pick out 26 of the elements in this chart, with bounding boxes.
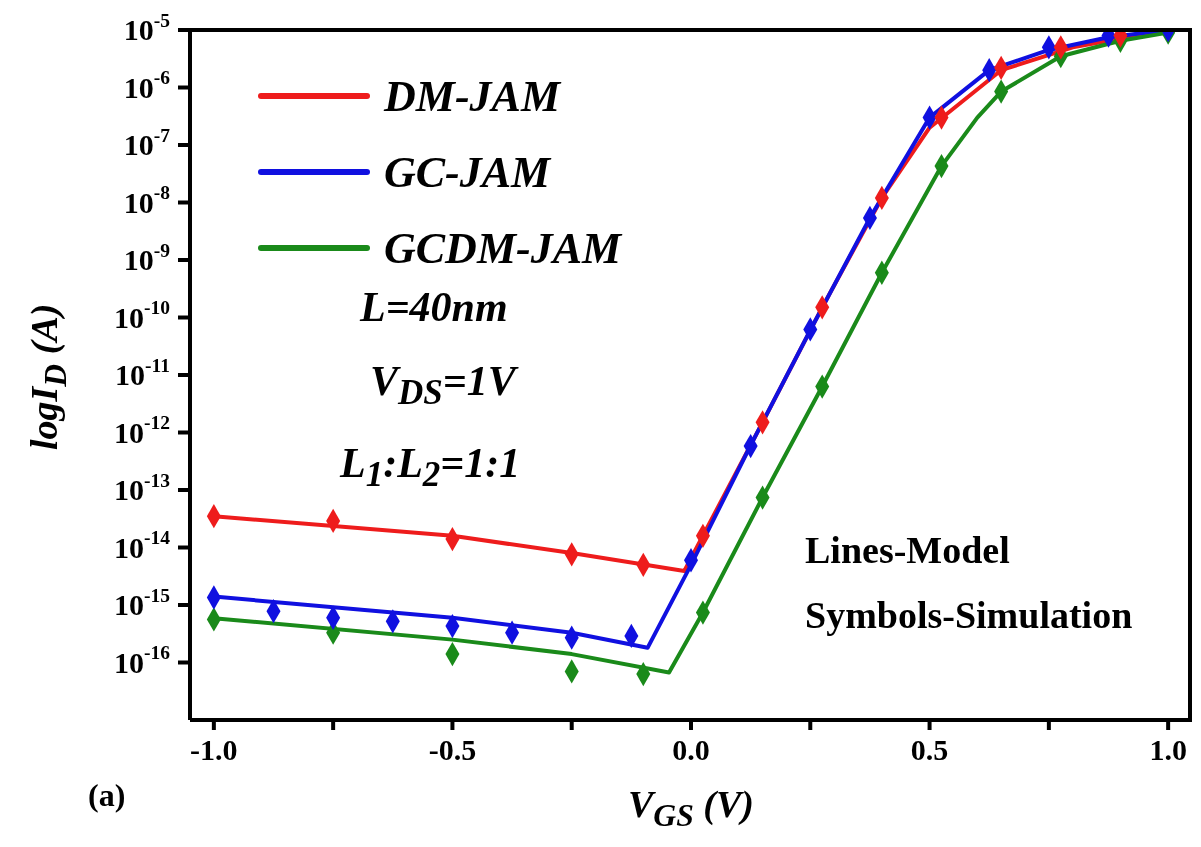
y-tick-label: 10$^{-7}$ <box>123 124 171 161</box>
y-tick-label: 10$^{-5}$ <box>123 9 171 46</box>
x-tick-label: -1.0 <box>190 733 238 766</box>
legend-label: DM-JAM <box>384 70 561 122</box>
x-tick-label: 1.0 <box>1149 733 1187 766</box>
x-tick-label: 0.5 <box>910 733 949 766</box>
legend-label: GC-JAM <box>384 146 551 198</box>
legend-label: GCDM-JAM <box>384 222 622 274</box>
x-axis-title: V$_{GS}$ (V) <box>627 782 755 834</box>
y-tick-label: 10$^{-9}$ <box>123 239 171 276</box>
y-tick-label: 10$^{-15}$ <box>114 584 171 621</box>
y-tick-label: 10$^{-14}$ <box>114 527 171 564</box>
annotation: Lines-Model <box>805 529 1010 572</box>
y-tick-label: 10$^{-12}$ <box>114 412 170 449</box>
y-tick-label: 10$^{-10}$ <box>114 297 170 334</box>
y-tick-label: 10$^{-16}$ <box>114 642 171 679</box>
annotation: L$_{1}$:L$_{2}$=1:1 <box>340 440 521 495</box>
annotation: L=40nm <box>360 284 508 331</box>
y-tick-label: 10$^{-8}$ <box>123 182 171 219</box>
x-tick-label: -0.5 <box>428 733 477 766</box>
annotation: Symbols-Simulation <box>805 594 1133 637</box>
x-tick-label: 0.0 <box>672 733 710 766</box>
y-tick-label: 10$^{-6}$ <box>123 67 171 104</box>
y-tick-label: 10$^{-11}$ <box>115 354 170 391</box>
text: (a) <box>88 777 126 814</box>
y-tick-label: 10$^{-13}$ <box>114 469 171 506</box>
